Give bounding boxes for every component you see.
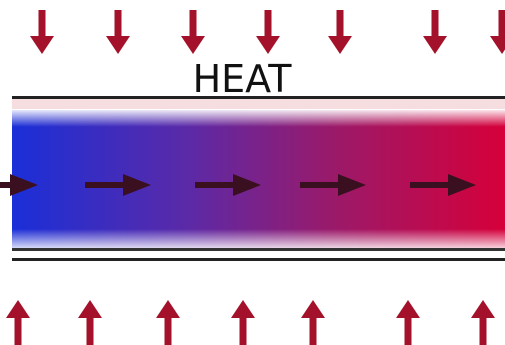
heat-label: HEAT bbox=[193, 57, 293, 101]
diagram: HEAT bbox=[0, 0, 505, 345]
heat-arrows-top bbox=[30, 10, 505, 54]
heat-arrows-bottom bbox=[6, 300, 495, 345]
page: HEAT (() => { const data = JSON.parse(do… bbox=[0, 0, 505, 345]
pipe bbox=[12, 96, 505, 261]
